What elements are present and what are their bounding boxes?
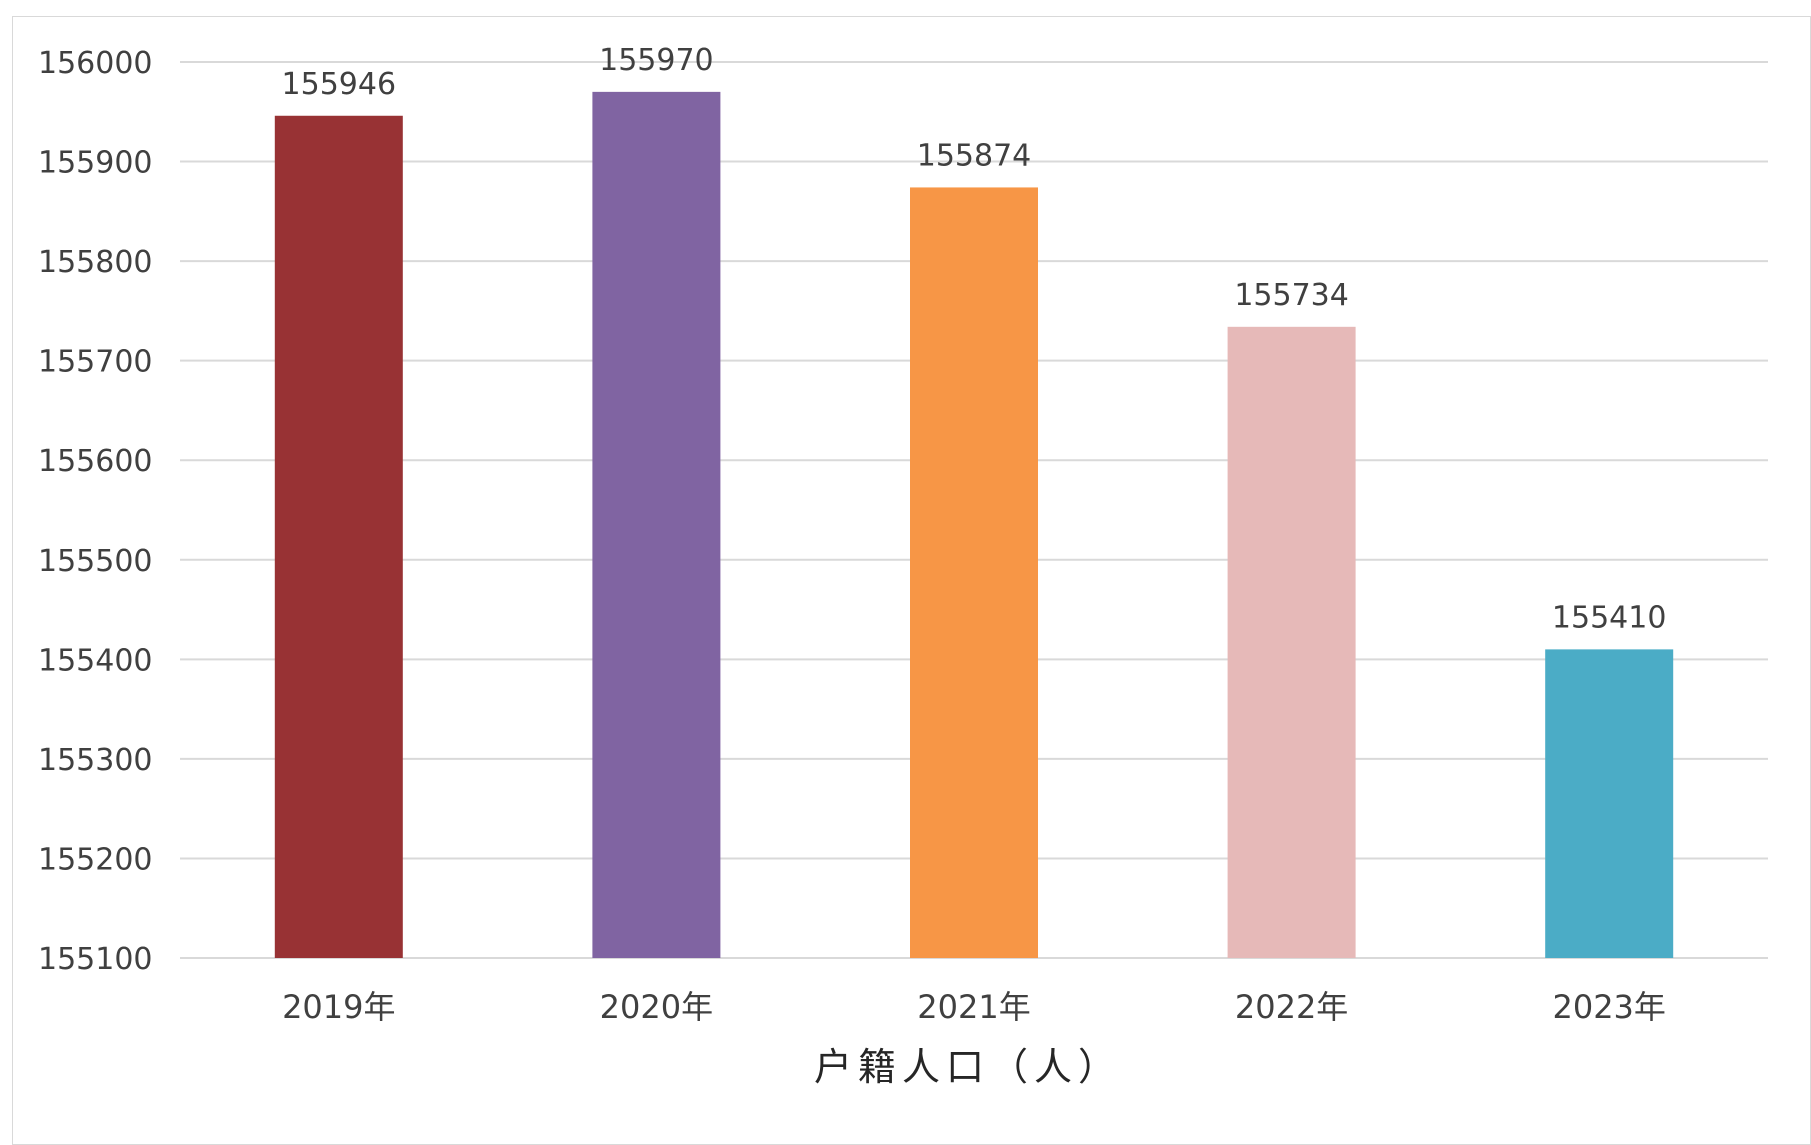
- bar: [274, 115, 403, 958]
- data-label: 155734: [1234, 278, 1349, 313]
- data-label: 155970: [599, 43, 714, 78]
- y-tick-label: 155700: [38, 345, 153, 380]
- y-tick-label: 155300: [38, 743, 153, 778]
- data-labels: 155946 155970 155874 155734 155410: [282, 43, 1667, 636]
- bar: [592, 91, 721, 958]
- x-axis-categories: 2019年 2020年 2021年 2022年 2023年: [282, 988, 1666, 1026]
- x-category-label: 2020年: [600, 988, 713, 1026]
- bar: [1545, 649, 1674, 958]
- data-label: 155410: [1552, 600, 1667, 635]
- x-category-label: 2022年: [1235, 988, 1348, 1026]
- y-tick-label: 156000: [38, 46, 153, 81]
- y-tick-label: 155500: [38, 544, 153, 579]
- data-label: 155946: [282, 67, 397, 102]
- bars: [274, 91, 1674, 959]
- y-tick-label: 155100: [38, 942, 153, 977]
- y-tick-label: 155900: [38, 146, 153, 181]
- x-axis-title: 户籍人口（人）: [814, 1045, 1122, 1089]
- y-tick-label: 155400: [38, 643, 153, 678]
- x-category-label: 2019年: [282, 988, 395, 1026]
- x-category-label: 2023年: [1552, 988, 1665, 1026]
- x-category-label: 2021年: [917, 988, 1030, 1026]
- y-tick-label: 155600: [38, 444, 153, 479]
- gridlines: [180, 61, 1768, 959]
- data-label: 155874: [917, 138, 1032, 173]
- bar: [1227, 326, 1356, 959]
- y-tick-label: 155800: [38, 245, 153, 280]
- bar: [910, 187, 1038, 958]
- y-axis-ticks: 155100 155200 155300 155400 155500 155600 1557…: [38, 46, 153, 977]
- y-tick-label: 155200: [38, 842, 153, 877]
